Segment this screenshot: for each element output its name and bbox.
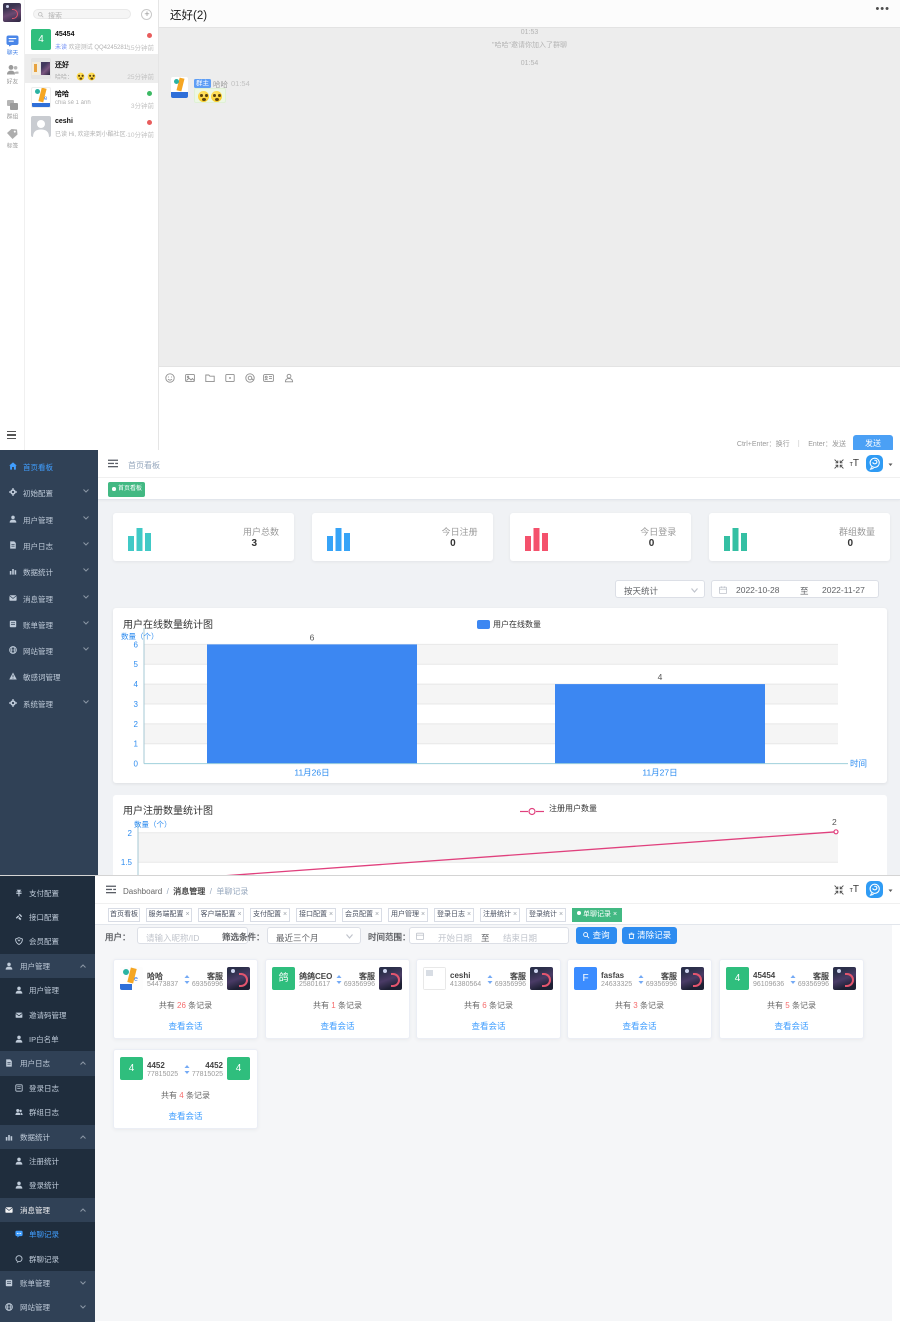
svg-text:1.5: 1.5	[121, 858, 133, 867]
svg-text:6: 6	[134, 640, 139, 649]
svg-text:11月26日: 11月26日	[294, 768, 329, 778]
svg-text:0: 0	[134, 760, 139, 769]
svg-text:5: 5	[134, 660, 139, 669]
svg-text:2: 2	[832, 817, 837, 827]
svg-text:3: 3	[134, 700, 139, 709]
svg-text:6: 6	[310, 632, 315, 642]
svg-text:4: 4	[134, 680, 139, 689]
svg-text:11月27日: 11月27日	[642, 768, 677, 778]
svg-text:4: 4	[658, 672, 663, 682]
svg-text:2: 2	[128, 829, 133, 838]
svg-text:时间: 时间	[850, 759, 867, 769]
svg-text:1: 1	[134, 740, 139, 749]
svg-text:2: 2	[134, 720, 139, 729]
